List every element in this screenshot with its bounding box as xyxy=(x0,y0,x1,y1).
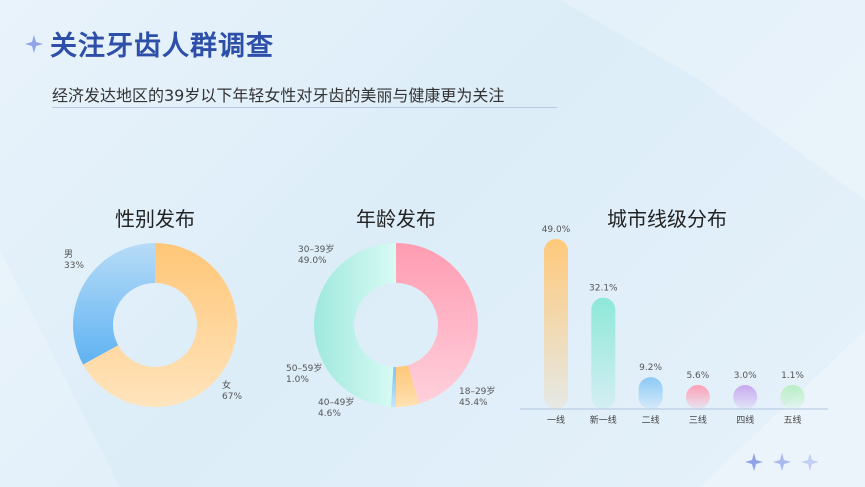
corner-sparkles xyxy=(744,452,820,472)
bar-3 xyxy=(685,385,710,409)
bar-0 xyxy=(544,239,568,409)
bar-category-label-1: 新一线 xyxy=(590,414,617,426)
sparkle-icon xyxy=(801,453,819,471)
bar-category-label-0: 一线 xyxy=(547,414,565,426)
bar-value-label-4: 3.0% xyxy=(734,371,757,381)
bar-category-label-3: 三线 xyxy=(689,414,707,426)
bar-category-label-2: 二线 xyxy=(642,414,660,426)
pie-label-50-59: 50–59岁 1.0% xyxy=(286,364,323,385)
sparkle-icon xyxy=(25,34,43,53)
sparkle-icon xyxy=(745,453,763,471)
bar-value-label-5: 1.1% xyxy=(781,371,804,381)
bar-value-label-1: 32.1% xyxy=(589,284,618,294)
gender-chart-title: 性别发布 xyxy=(115,207,195,231)
pie-slice-1 xyxy=(72,243,155,365)
bar-value-label-0: 49.0% xyxy=(542,225,571,235)
sparkle-icon xyxy=(773,453,791,471)
pie-slice-3 xyxy=(314,242,396,407)
pie-slice-0 xyxy=(396,243,478,404)
pie-label-female: 女 67% xyxy=(222,381,243,402)
bar-4 xyxy=(733,385,758,409)
pie-label-male: 男 33% xyxy=(64,250,85,271)
pie-label-18-29: 18–29岁 45.4% xyxy=(459,387,496,408)
bar-5 xyxy=(780,385,805,409)
bar-1 xyxy=(591,297,616,409)
title-row: 关注牙齿人群调查 xyxy=(24,24,274,63)
bar-2 xyxy=(638,377,663,409)
subtitle-divider xyxy=(52,107,557,108)
city-chart-title: 城市线级分布 xyxy=(607,207,727,231)
page-title: 关注牙齿人群调查 xyxy=(50,31,274,62)
pie-slice-2 xyxy=(390,366,396,407)
page-subtitle: 经济发达地区的39岁以下年轻女性对牙齿的美丽与健康更为关注 xyxy=(52,86,505,105)
pie-slice-0 xyxy=(83,243,237,407)
pie-label-40-49: 40–49岁 4.6% xyxy=(318,398,355,419)
bar-value-label-3: 5.6% xyxy=(686,371,709,381)
gender-donut-chart xyxy=(72,243,237,407)
bar-value-label-2: 9.2% xyxy=(639,363,662,373)
bar-category-label-5: 五线 xyxy=(783,414,801,426)
pie-slice-1 xyxy=(396,365,420,407)
city-bar-chart: 49.0% 一线 32.1% 新一线 9.2% 二线 5.6% 三线 3.0% 四线 1.1% 五线 xyxy=(520,225,828,426)
age-chart-title: 年龄发布 xyxy=(356,207,436,231)
pie-label-30-39: 30–39岁 49.0% xyxy=(298,245,335,266)
bar-category-label-4: 四线 xyxy=(736,414,754,426)
age-donut-chart xyxy=(314,242,478,407)
